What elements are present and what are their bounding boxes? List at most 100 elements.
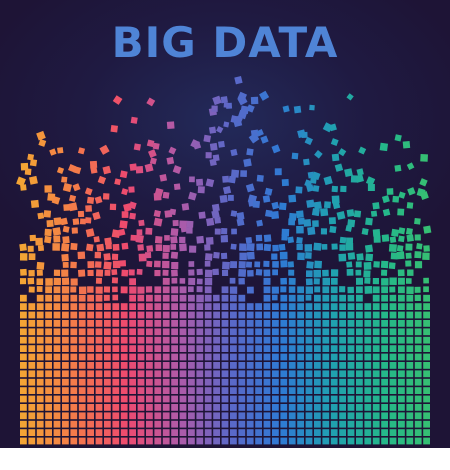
mosaic-tile: [78, 353, 86, 361]
mosaic-tile: [211, 210, 220, 219]
mosaic-tile: [45, 303, 52, 310]
mosaic-tile: [414, 234, 421, 241]
mosaic-tile: [28, 362, 36, 369]
mosaic-tile: [37, 212, 45, 220]
mosaic-tile: [121, 188, 129, 196]
mosaic-tile: [103, 253, 111, 261]
mosaic-tile: [146, 336, 153, 344]
mosaic-tile: [44, 228, 52, 237]
mosaic-tile: [356, 294, 363, 302]
mosaic-tile: [238, 320, 246, 327]
mosaic-tile: [314, 370, 321, 378]
mosaic-tile: [230, 336, 237, 344]
mosaic-tile: [406, 412, 414, 420]
mosaic-tile: [322, 378, 330, 386]
mosaic-tile: [45, 395, 52, 403]
mosaic-tile: [196, 294, 204, 303]
mosaic-tile: [406, 362, 414, 369]
mosaic-tile: [355, 269, 362, 276]
mosaic-tile: [229, 286, 238, 294]
mosaic-tile: [364, 420, 372, 428]
mosaic-tile: [146, 420, 153, 428]
mosaic-tile: [322, 328, 330, 336]
mosaic-tile: [87, 412, 94, 420]
mosaic-tile: [389, 277, 397, 285]
mosaic-tile: [322, 437, 330, 445]
mosaic-tile: [129, 412, 136, 420]
mosaic-tile: [406, 387, 414, 394]
mosaic-tile: [372, 286, 380, 294]
mosaic-tile: [347, 311, 355, 319]
mosaic-tile: [353, 210, 362, 218]
mosaic-tile: [212, 268, 219, 276]
mosaic-tile: [221, 311, 229, 319]
mosaic-tile: [78, 303, 86, 310]
mosaic-tile: [423, 362, 430, 369]
mosaic-tile: [104, 353, 111, 361]
floating-tile: [237, 91, 248, 102]
mosaic-tile: [297, 387, 304, 394]
mosaic-tile: [87, 303, 94, 310]
mosaic-tile: [104, 328, 111, 336]
floating-tile: [112, 95, 123, 105]
mosaic-tile: [230, 320, 237, 327]
mosaic-tile: [297, 437, 304, 445]
floating-tile: [110, 124, 119, 133]
mosaic-tile: [62, 345, 69, 352]
mosaic-tile: [28, 437, 36, 445]
mosaic-tile: [356, 412, 363, 420]
mosaic-tile: [422, 252, 430, 261]
mosaic-tile: [162, 336, 170, 344]
mosaic-tile: [405, 252, 412, 259]
mosaic-tile: [238, 294, 246, 302]
mosaic-tile: [19, 243, 27, 252]
mosaic-tile: [70, 294, 78, 302]
mosaic-tile: [95, 370, 103, 378]
mosaic-tile: [28, 387, 36, 394]
mosaic-tile: [159, 174, 168, 182]
mosaic-tile: [221, 320, 229, 327]
mosaic-tile: [365, 217, 373, 226]
mosaic-tile: [230, 429, 237, 436]
mosaic-tile: [19, 278, 27, 285]
mosaic-tile: [423, 320, 430, 327]
mosaic-tile: [212, 154, 220, 162]
mosaic-tile: [272, 345, 279, 352]
mosaic-tile: [391, 228, 400, 237]
mosaic-tile: [263, 294, 271, 302]
mosaic-tile: [70, 370, 78, 378]
mosaic-tile: [389, 294, 397, 302]
mosaic-tile: [263, 370, 271, 378]
mosaic-tile: [305, 378, 313, 386]
mosaic-tile: [280, 370, 288, 378]
mosaic-tile: [364, 311, 372, 319]
mosaic-tile: [103, 286, 111, 293]
mosaic-tile: [263, 311, 271, 319]
mosaic-tile: [236, 211, 245, 221]
mosaic-tile: [339, 328, 346, 336]
mosaic-tile: [130, 234, 137, 241]
mosaic-tile: [358, 146, 367, 155]
mosaic-tile: [20, 395, 27, 403]
mosaic-tile: [297, 353, 304, 361]
mosaic-tile: [336, 211, 346, 220]
mosaic-tile: [62, 387, 69, 394]
mosaic-tile: [314, 294, 321, 302]
mosaic-tile: [246, 320, 254, 327]
mosaic-tile: [196, 235, 205, 244]
mosaic-tile: [230, 437, 237, 445]
mosaic-tile: [62, 353, 69, 361]
mosaic-tile: [356, 404, 363, 411]
mosaic-tile: [28, 328, 36, 336]
mosaic-tile: [213, 429, 220, 436]
mosaic-tile: [246, 336, 254, 344]
mosaic-tile: [367, 184, 375, 191]
mosaic-tile: [280, 420, 288, 428]
mosaic-tile: [28, 429, 36, 436]
mosaic-tile: [146, 353, 153, 361]
mosaic-tile: [188, 336, 195, 344]
mosaic-tile: [95, 320, 103, 327]
mosaic-tile: [205, 152, 212, 159]
mosaic-tile: [263, 395, 271, 403]
mosaic-tile: [45, 420, 52, 428]
